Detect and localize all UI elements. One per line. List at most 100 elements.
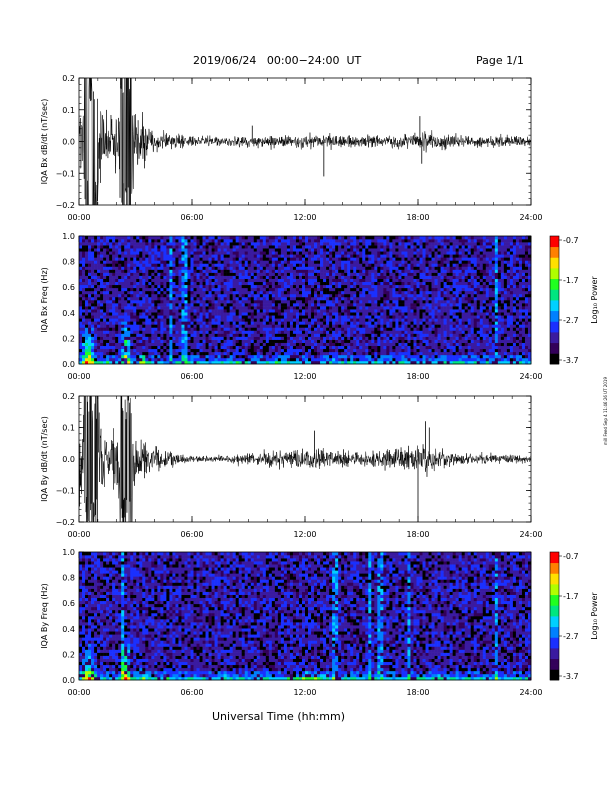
spectrogram-cell <box>235 336 239 340</box>
spectrogram-cell <box>79 260 83 264</box>
spectrogram-cell <box>103 272 107 276</box>
spectrogram-cell <box>127 345 131 350</box>
spectrogram-cell <box>208 339 212 343</box>
spectrogram-cell <box>359 309 363 313</box>
spectrogram-cell <box>398 360 402 365</box>
spectrogram-cell <box>184 257 188 261</box>
spectrogram-cell <box>229 284 233 289</box>
spectrogram-cell <box>241 360 246 365</box>
spectrogram-cell <box>298 339 303 343</box>
spectrogram-cell <box>268 281 273 286</box>
spectrogram-cell <box>163 251 167 255</box>
spectrogram-cell <box>181 306 185 310</box>
spectrogram-cell <box>265 303 270 307</box>
spectrogram-cell <box>172 296 176 301</box>
spectrogram-cell <box>341 303 345 307</box>
spectrogram-cell <box>103 290 107 295</box>
spectrogram-cell <box>91 260 95 264</box>
spectrogram-cell <box>88 293 92 298</box>
spectrogram-cell <box>214 318 218 322</box>
spectrogram-cell <box>151 239 155 243</box>
spectrogram-cell <box>280 333 285 337</box>
spectrogram-cell <box>196 260 200 264</box>
spectrogram-cell <box>118 245 122 249</box>
spectrogram-cell <box>368 348 372 353</box>
spectrogram-cell <box>217 357 221 362</box>
spectrogram-cell <box>238 348 243 353</box>
spectrogram-cell <box>259 330 264 334</box>
spectrogram-cell <box>407 260 411 264</box>
spectrogram-cell <box>244 360 249 365</box>
spectrogram-cell <box>202 290 206 295</box>
spectrogram-cell <box>407 312 411 316</box>
spectrogram-cell <box>271 351 276 356</box>
spectrogram-cell <box>82 354 86 359</box>
spectrogram-cell <box>359 236 363 240</box>
spectrogram-cell <box>401 357 405 362</box>
spectrogram-cell <box>295 269 300 273</box>
spectrogram-cell <box>332 306 336 310</box>
spectrogram-cell <box>106 354 110 359</box>
spectrogram-cell <box>160 315 164 319</box>
spectrogram-cell <box>163 330 167 334</box>
spectrogram-cell <box>139 275 143 279</box>
spectrogram-cell <box>398 239 402 243</box>
spectrogram-cell <box>323 260 327 264</box>
spectrogram-cell <box>308 287 312 292</box>
spectrogram-cell <box>136 269 140 273</box>
spectrogram-cell <box>404 296 408 301</box>
spectrogram-cell <box>175 318 179 322</box>
spectrogram-cell <box>308 236 312 240</box>
spectrogram-cell <box>115 269 119 273</box>
spectrogram-cell <box>320 300 324 304</box>
spectrogram-cell <box>298 269 303 273</box>
spectrogram-cell <box>298 236 303 240</box>
spectrogram-cell <box>350 275 354 279</box>
spectrogram-cell <box>262 306 267 310</box>
spectrogram-cell <box>127 333 131 337</box>
spectrogram-cell <box>298 306 303 310</box>
spectrogram-cell <box>271 321 276 325</box>
spectrogram-cell <box>130 360 134 365</box>
spectrogram-cell <box>181 251 185 255</box>
spectrogram-cell <box>136 351 140 356</box>
spectrogram-cell <box>82 348 86 353</box>
spectrogram-cell <box>184 263 188 267</box>
spectrogram-cell <box>383 257 387 261</box>
spectrogram-cell <box>344 266 348 270</box>
spectrogram-cell <box>160 260 164 264</box>
spectrogram-cell <box>127 342 131 347</box>
spectrogram-cell <box>85 300 89 304</box>
spectrogram-cell <box>398 342 402 347</box>
spectrogram-cell <box>181 296 185 301</box>
spectrogram-cell <box>389 281 393 286</box>
spectrogram-cell <box>148 266 152 270</box>
spectrogram-cell <box>142 315 146 319</box>
spectrogram-cell <box>262 354 267 359</box>
spectrogram-cell <box>208 257 212 261</box>
spectrogram-cell <box>298 272 303 276</box>
spectrogram-cell <box>301 321 306 325</box>
spectrogram-cell <box>157 245 161 249</box>
spectrogram-cell <box>151 330 155 334</box>
spectrogram-cell <box>205 342 209 347</box>
spectrogram-cell <box>371 321 375 325</box>
spectrogram-cell <box>184 278 188 283</box>
spectrogram-cell <box>286 300 291 304</box>
spectrogram-cell <box>130 339 134 343</box>
spectrogram-cell <box>368 360 372 365</box>
spectrogram-cell <box>142 345 146 350</box>
spectrogram-cell <box>244 278 249 283</box>
spectrogram-cell <box>277 287 282 292</box>
spectrogram-cell <box>392 287 396 292</box>
spectrogram-cell <box>320 339 324 343</box>
spectrogram-cell <box>274 257 279 261</box>
spectrogram-cell <box>298 260 303 264</box>
spectrogram-cell <box>301 348 306 353</box>
spectrogram-cell <box>100 260 104 264</box>
spectrogram-cell <box>323 257 327 261</box>
spectrogram-cell <box>232 296 236 301</box>
spectrogram-cell <box>154 357 158 362</box>
spectrogram-cell <box>109 272 113 276</box>
spectrogram-cell <box>139 300 143 304</box>
